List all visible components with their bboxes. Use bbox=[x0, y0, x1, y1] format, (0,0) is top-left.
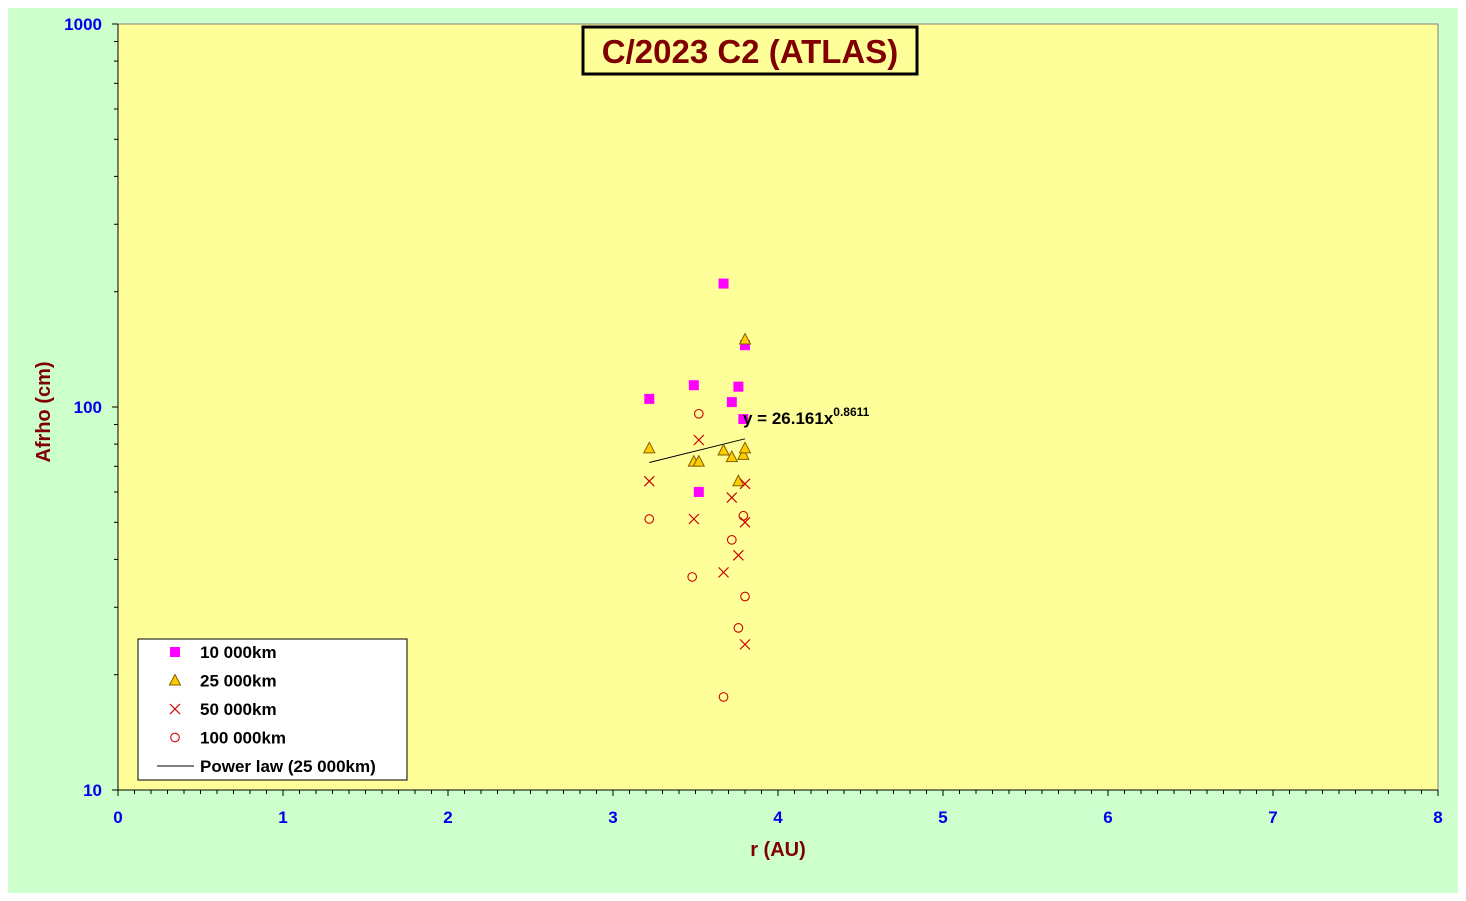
data-point-50000km bbox=[688, 513, 700, 525]
data-point-10000km bbox=[693, 486, 704, 497]
data-point-50000km bbox=[693, 434, 705, 446]
data-point-50000km bbox=[643, 475, 655, 487]
data-point-100000km bbox=[738, 510, 749, 521]
x-tick-label: 3 bbox=[608, 808, 617, 827]
data-point-10000km bbox=[726, 397, 737, 408]
data-point-100000km bbox=[644, 514, 655, 524]
data-point-25000km bbox=[737, 447, 750, 460]
y-tick-label: 100 bbox=[74, 398, 102, 417]
legend-marker bbox=[170, 647, 180, 657]
legend-label: 10 000km bbox=[200, 643, 277, 662]
data-point-25000km bbox=[738, 332, 752, 345]
data-point-50000km bbox=[726, 492, 738, 504]
legend-label: 25 000km bbox=[200, 672, 277, 691]
data-point-25000km bbox=[642, 441, 656, 454]
data-point-50000km bbox=[739, 638, 751, 650]
data-points bbox=[642, 278, 752, 702]
legend: 10 000km 25 000km 50 000km 100 000km Power l… bbox=[137, 638, 408, 781]
data-point-50000km bbox=[739, 516, 751, 528]
trendline-equation-exponent: 0.8611 bbox=[833, 405, 869, 419]
data-point-25000km bbox=[738, 441, 752, 454]
x-tick-label: 0 bbox=[113, 808, 122, 827]
chart-title: C/2023 C2 (ATLAS) bbox=[602, 33, 898, 70]
data-point-100000km bbox=[733, 623, 744, 633]
trendline-power-law bbox=[649, 438, 746, 464]
legend-marker bbox=[168, 673, 182, 686]
legend-label: 50 000km bbox=[200, 700, 277, 719]
x-tick-label: 8 bbox=[1433, 808, 1442, 827]
data-point-100000km bbox=[718, 692, 729, 702]
data-point-10000km bbox=[718, 278, 729, 289]
axes: 0 1 2 3 4 5 6 7 8 10 100 1000 bbox=[64, 15, 1443, 827]
legend-label: Power law (25 000km) bbox=[200, 757, 376, 776]
legend-marker bbox=[169, 703, 181, 715]
data-point-100000km bbox=[740, 591, 750, 602]
trendline-group bbox=[649, 438, 746, 464]
trendline-equation-main: y = 26.161x bbox=[743, 409, 834, 428]
data-point-10000km bbox=[688, 380, 699, 391]
legend-box bbox=[137, 638, 408, 781]
y-tick-label: 1000 bbox=[64, 15, 102, 34]
x-tick-label: 5 bbox=[938, 808, 947, 827]
data-point-100000km bbox=[693, 408, 704, 419]
data-point-25000km bbox=[717, 443, 730, 456]
data-point-25000km bbox=[692, 454, 706, 467]
y-tick-label: 10 bbox=[83, 781, 102, 800]
data-point-100000km bbox=[687, 572, 698, 582]
data-point-25000km bbox=[725, 450, 739, 463]
data-point-10000km bbox=[738, 414, 749, 425]
legend-marker bbox=[170, 732, 180, 743]
chart-title-box: C/2023 C2 (ATLAS) bbox=[581, 25, 919, 76]
data-point-10000km bbox=[733, 381, 744, 392]
data-point-10000km bbox=[644, 393, 655, 404]
legend-label: 100 000km bbox=[200, 729, 286, 748]
x-axis-title: r (AU) bbox=[750, 839, 806, 861]
data-point-50000km bbox=[718, 566, 729, 578]
x-tick-label: 4 bbox=[773, 808, 783, 827]
trendline-equation: y = 26.161x0.8611 bbox=[743, 405, 870, 428]
legend-items: 10 000km 25 000km 50 000km 100 000km Power l… bbox=[157, 643, 376, 776]
x-tick-label: 2 bbox=[443, 808, 452, 827]
data-point-50000km bbox=[732, 549, 744, 561]
x-tick-label: 1 bbox=[278, 808, 287, 827]
y-axis-title: Afrho (cm) bbox=[33, 361, 55, 462]
chart-title-frame bbox=[581, 25, 919, 76]
data-point-100000km bbox=[726, 534, 737, 545]
x-tick-label: 6 bbox=[1103, 808, 1112, 827]
data-point-50000km bbox=[739, 478, 751, 490]
x-tick-label: 7 bbox=[1268, 808, 1277, 827]
